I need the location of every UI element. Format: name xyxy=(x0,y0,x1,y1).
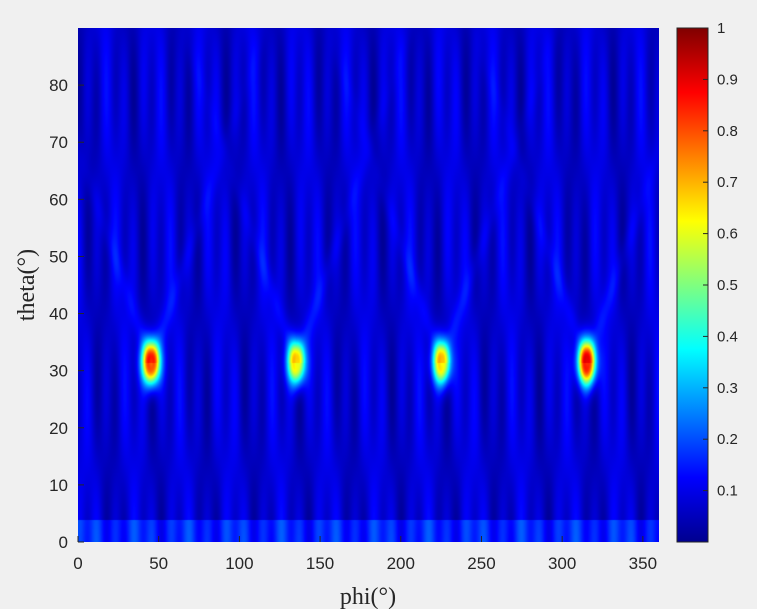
y-axis-label: theta(°) xyxy=(14,249,40,321)
x-tick-label: 100 xyxy=(225,554,253,573)
colorbar-tick-label: 0.1 xyxy=(717,483,738,500)
colorbar-tick-label: 0.2 xyxy=(717,431,738,448)
x-tick-label: 350 xyxy=(629,554,657,573)
colorbar-gradient xyxy=(677,28,708,542)
x-tick-label: 300 xyxy=(548,554,576,573)
y-tick-label: 50 xyxy=(49,247,68,266)
y-tick-label: 0 xyxy=(59,533,68,552)
x-tick-label: 250 xyxy=(467,554,495,573)
x-axis-ticks: 0 50 100 150 200 250 300 350 xyxy=(73,536,657,573)
colorbar-tick-label: 1 xyxy=(717,20,725,37)
x-tick-label: 150 xyxy=(306,554,334,573)
colorbar: 0.1 0.2 0.3 0.4 0.5 0.6 0.7 0.8 0.9 1 xyxy=(676,20,738,543)
colorbar-tick-label: 0.7 xyxy=(717,174,738,191)
colorbar-tick-label: 0.8 xyxy=(717,123,738,140)
colorbar-ticks: 0.1 0.2 0.3 0.4 0.5 0.6 0.7 0.8 0.9 1 xyxy=(676,20,738,543)
colorbar-tick-label: 0.3 xyxy=(717,380,738,397)
colorbar-tick-label: 0.5 xyxy=(717,277,738,294)
y-tick-label: 10 xyxy=(49,476,68,495)
x-axis-label: phi(°) xyxy=(340,584,396,609)
y-tick-label: 40 xyxy=(49,305,68,324)
y-tick-label: 60 xyxy=(49,190,68,209)
y-tick-label: 30 xyxy=(49,362,68,381)
x-tick-label: 0 xyxy=(73,554,82,573)
y-tick-label: 20 xyxy=(49,419,68,438)
y-tick-label: 80 xyxy=(49,76,68,95)
x-tick-label: 50 xyxy=(149,554,168,573)
y-tick-label: 70 xyxy=(49,133,68,152)
y-axis-ticks: 0 10 20 30 40 50 60 70 80 xyxy=(49,76,84,552)
colorbar-tick-label: 0.4 xyxy=(717,328,738,345)
plot-area xyxy=(78,28,659,542)
colorbar-tick-label: 0.9 xyxy=(717,71,738,88)
x-tick-label: 200 xyxy=(387,554,415,573)
colorbar-tick-label: 0.6 xyxy=(717,226,738,243)
